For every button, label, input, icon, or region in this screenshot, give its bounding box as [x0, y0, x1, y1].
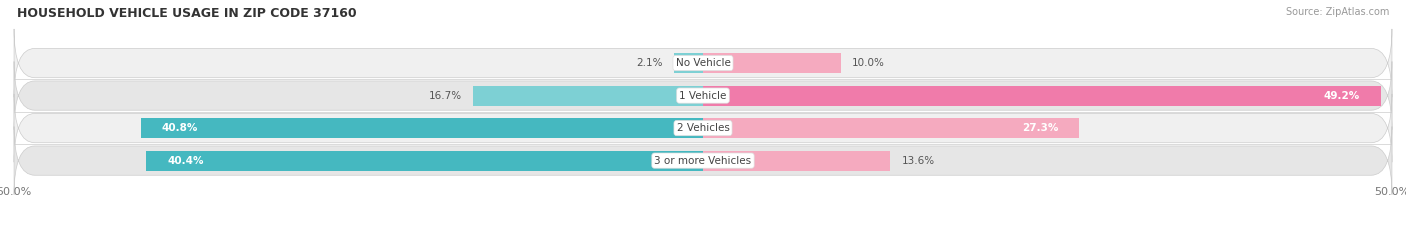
Text: 16.7%: 16.7%	[429, 91, 461, 101]
Bar	[141, 118, 703, 138]
Text: 27.3%: 27.3%	[1022, 123, 1059, 133]
Text: 13.6%: 13.6%	[901, 156, 935, 166]
Bar	[146, 151, 703, 171]
Text: 2.1%: 2.1%	[637, 58, 664, 68]
Bar	[703, 86, 1381, 106]
Text: 40.8%: 40.8%	[162, 123, 198, 133]
FancyBboxPatch shape	[14, 62, 1392, 130]
Bar	[703, 151, 890, 171]
FancyBboxPatch shape	[14, 127, 1392, 195]
Text: 49.2%: 49.2%	[1324, 91, 1360, 101]
Text: 1 Vehicle: 1 Vehicle	[679, 91, 727, 101]
FancyBboxPatch shape	[14, 29, 1392, 97]
Bar	[703, 118, 1080, 138]
Text: Source: ZipAtlas.com: Source: ZipAtlas.com	[1285, 7, 1389, 17]
Text: HOUSEHOLD VEHICLE USAGE IN ZIP CODE 37160: HOUSEHOLD VEHICLE USAGE IN ZIP CODE 3716…	[17, 7, 357, 20]
Text: No Vehicle: No Vehicle	[675, 58, 731, 68]
Bar	[703, 53, 841, 73]
Bar	[673, 53, 703, 73]
Bar	[472, 86, 703, 106]
FancyBboxPatch shape	[14, 94, 1392, 162]
Text: 10.0%: 10.0%	[852, 58, 884, 68]
Text: 40.4%: 40.4%	[167, 156, 204, 166]
Text: 2 Vehicles: 2 Vehicles	[676, 123, 730, 133]
Text: 3 or more Vehicles: 3 or more Vehicles	[654, 156, 752, 166]
